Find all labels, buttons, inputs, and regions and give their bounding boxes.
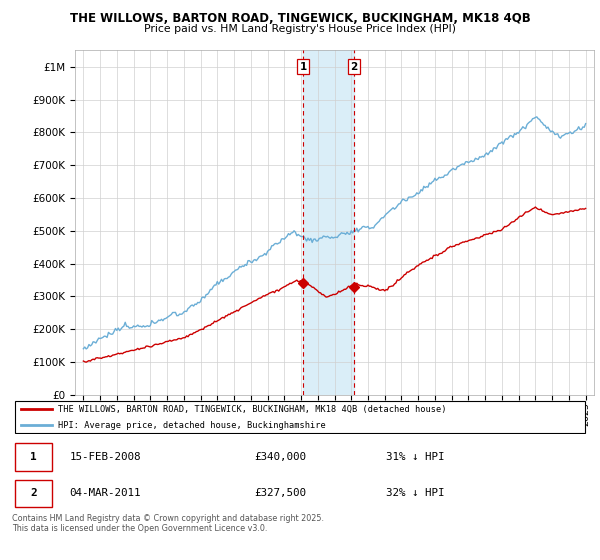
FancyBboxPatch shape xyxy=(15,444,52,470)
Text: 15-FEB-2008: 15-FEB-2008 xyxy=(70,452,141,462)
Text: 1: 1 xyxy=(299,62,307,72)
Text: HPI: Average price, detached house, Buckinghamshire: HPI: Average price, detached house, Buck… xyxy=(58,421,326,430)
FancyBboxPatch shape xyxy=(15,480,52,507)
Text: 31% ↓ HPI: 31% ↓ HPI xyxy=(386,452,445,462)
Text: 2: 2 xyxy=(350,62,358,72)
Text: Contains HM Land Registry data © Crown copyright and database right 2025.
This d: Contains HM Land Registry data © Crown c… xyxy=(12,514,324,534)
Text: £340,000: £340,000 xyxy=(254,452,306,462)
Text: Price paid vs. HM Land Registry's House Price Index (HPI): Price paid vs. HM Land Registry's House … xyxy=(144,24,456,34)
Text: THE WILLOWS, BARTON ROAD, TINGEWICK, BUCKINGHAM, MK18 4QB (detached house): THE WILLOWS, BARTON ROAD, TINGEWICK, BUC… xyxy=(58,404,446,413)
Text: 04-MAR-2011: 04-MAR-2011 xyxy=(70,488,141,498)
Bar xyxy=(303,50,354,395)
Text: THE WILLOWS, BARTON ROAD, TINGEWICK, BUCKINGHAM, MK18 4QB: THE WILLOWS, BARTON ROAD, TINGEWICK, BUC… xyxy=(70,12,530,25)
Text: 1: 1 xyxy=(30,452,37,462)
FancyBboxPatch shape xyxy=(15,400,584,433)
Text: £327,500: £327,500 xyxy=(254,488,306,498)
Text: 32% ↓ HPI: 32% ↓ HPI xyxy=(386,488,445,498)
Text: 2: 2 xyxy=(30,488,37,498)
